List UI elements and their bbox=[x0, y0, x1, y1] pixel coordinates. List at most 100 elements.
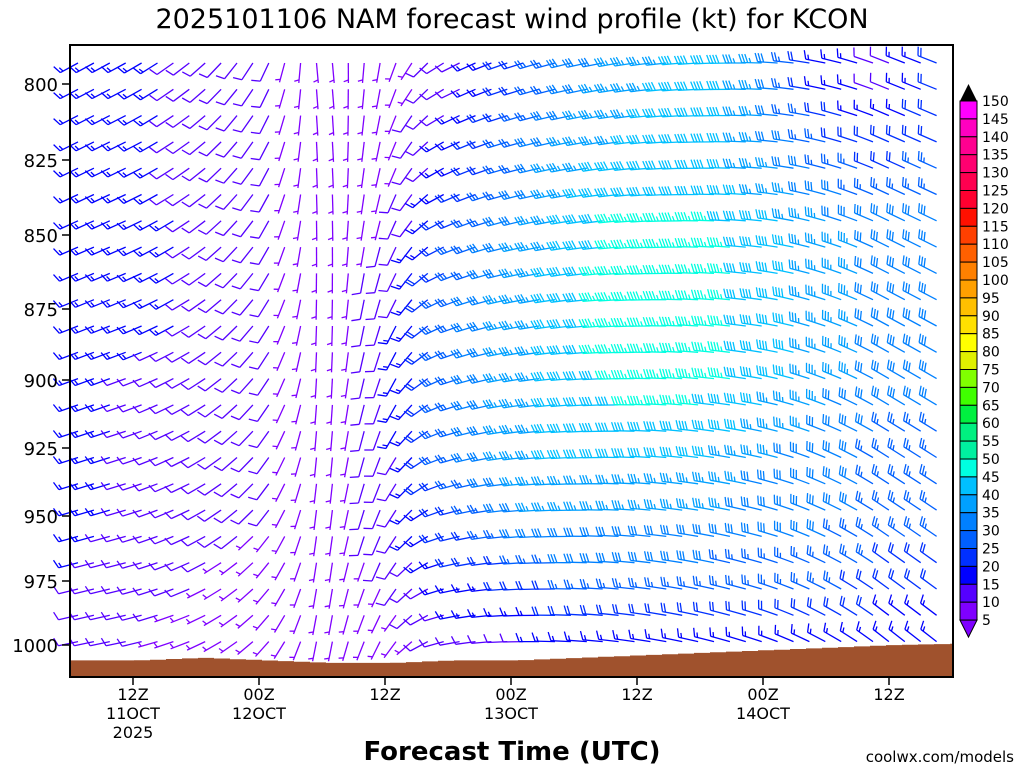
barb-staff bbox=[138, 404, 158, 414]
wind-barb bbox=[772, 260, 794, 275]
barb-staff bbox=[170, 509, 190, 520]
barb-half-feather bbox=[339, 552, 345, 555]
barb-feather bbox=[761, 209, 765, 220]
wind-barb bbox=[164, 509, 190, 520]
barb-staff bbox=[90, 562, 110, 569]
wind-barb bbox=[514, 293, 540, 304]
barb-feather bbox=[485, 555, 491, 565]
barb-feather bbox=[628, 83, 635, 92]
wind-barb bbox=[351, 325, 365, 348]
barb-feather bbox=[811, 521, 814, 531]
barb-feather bbox=[603, 213, 609, 223]
barb-staff bbox=[806, 266, 826, 275]
barb-feather bbox=[889, 361, 893, 371]
barb-half-feather bbox=[74, 93, 80, 98]
barb-feather bbox=[902, 385, 906, 395]
barb-feather bbox=[600, 318, 606, 327]
barb-staff bbox=[374, 273, 381, 293]
barb-feather bbox=[53, 92, 61, 100]
barb-feather bbox=[148, 536, 156, 545]
wind-barb bbox=[579, 526, 603, 538]
barb-feather bbox=[726, 262, 730, 272]
barb-staff bbox=[646, 62, 667, 66]
wind-barb bbox=[854, 412, 874, 432]
barb-half-feather bbox=[154, 225, 160, 231]
wind-barb bbox=[148, 167, 174, 180]
wind-barb bbox=[854, 438, 874, 459]
barb-staff bbox=[870, 315, 890, 327]
barb-feather bbox=[658, 160, 663, 170]
barb-feather bbox=[406, 330, 415, 337]
barb-feather bbox=[699, 133, 704, 143]
barb-staff bbox=[837, 82, 858, 90]
barb-staff bbox=[372, 483, 381, 503]
barb-feather bbox=[874, 517, 878, 527]
barb-feather bbox=[546, 372, 552, 381]
wind-barb bbox=[248, 351, 270, 370]
wind-barb bbox=[164, 246, 190, 259]
barb-staff bbox=[853, 108, 874, 117]
wind-barb bbox=[312, 89, 319, 110]
barb-feather bbox=[902, 281, 905, 291]
barb-staff bbox=[275, 430, 286, 450]
barb-feather bbox=[872, 126, 875, 136]
wind-barb bbox=[84, 325, 111, 334]
wind-barb bbox=[626, 186, 651, 197]
barb-feather bbox=[651, 369, 656, 379]
barb-feather bbox=[674, 263, 679, 273]
barb-staff bbox=[535, 430, 556, 434]
barb-feather bbox=[652, 421, 656, 431]
barb-feather bbox=[600, 266, 606, 275]
barb-feather bbox=[626, 369, 632, 379]
wind-barb bbox=[272, 378, 286, 398]
barb-half-feather bbox=[522, 62, 527, 68]
barb-half-feather bbox=[326, 342, 333, 346]
barb-feather bbox=[548, 137, 555, 146]
barb-feather bbox=[249, 236, 260, 239]
barb-feather bbox=[488, 216, 495, 225]
barb-staff bbox=[919, 498, 937, 511]
wind-barb bbox=[418, 167, 445, 179]
barb-feather bbox=[132, 197, 141, 205]
barb-feather bbox=[569, 527, 574, 537]
barb-feather bbox=[100, 170, 109, 178]
barb-feather bbox=[376, 472, 386, 476]
barb-feather bbox=[132, 483, 140, 492]
barb-feather bbox=[450, 350, 457, 359]
wind-barb bbox=[132, 272, 158, 283]
barb-feather bbox=[100, 482, 108, 490]
barb-feather bbox=[180, 383, 189, 391]
barb-half-feather bbox=[89, 510, 95, 516]
barb-feather bbox=[579, 526, 584, 536]
wind-barb bbox=[342, 194, 349, 215]
wind-barb bbox=[610, 161, 635, 171]
barb-feather bbox=[824, 389, 827, 399]
barb-feather bbox=[684, 421, 688, 431]
barb-staff bbox=[455, 509, 476, 515]
barb-feather bbox=[756, 417, 759, 427]
barb-feather bbox=[597, 292, 603, 302]
barb-feather bbox=[696, 289, 701, 299]
barb-half-feather bbox=[525, 453, 529, 459]
barb-feather bbox=[250, 183, 260, 187]
barb-feather bbox=[712, 237, 717, 247]
barb-feather bbox=[549, 293, 555, 303]
barb-feather bbox=[708, 471, 711, 481]
barb-feather bbox=[437, 194, 445, 202]
barb-staff bbox=[566, 220, 587, 225]
barb-feather bbox=[501, 529, 507, 538]
barb-feather bbox=[648, 238, 653, 248]
barb-half-feather bbox=[122, 93, 128, 99]
barb-feather bbox=[774, 234, 778, 244]
wind-barb bbox=[772, 338, 794, 353]
wind-barb bbox=[754, 78, 778, 90]
barb-feather bbox=[919, 516, 924, 526]
barb-feather bbox=[810, 260, 813, 270]
barb-staff bbox=[298, 62, 302, 83]
barb-feather bbox=[577, 110, 584, 120]
barb-half-feather bbox=[90, 406, 95, 411]
barb-half-feather bbox=[339, 578, 345, 581]
barb-feather bbox=[552, 449, 558, 459]
wind-barb bbox=[274, 194, 286, 214]
wind-barb bbox=[215, 115, 238, 132]
